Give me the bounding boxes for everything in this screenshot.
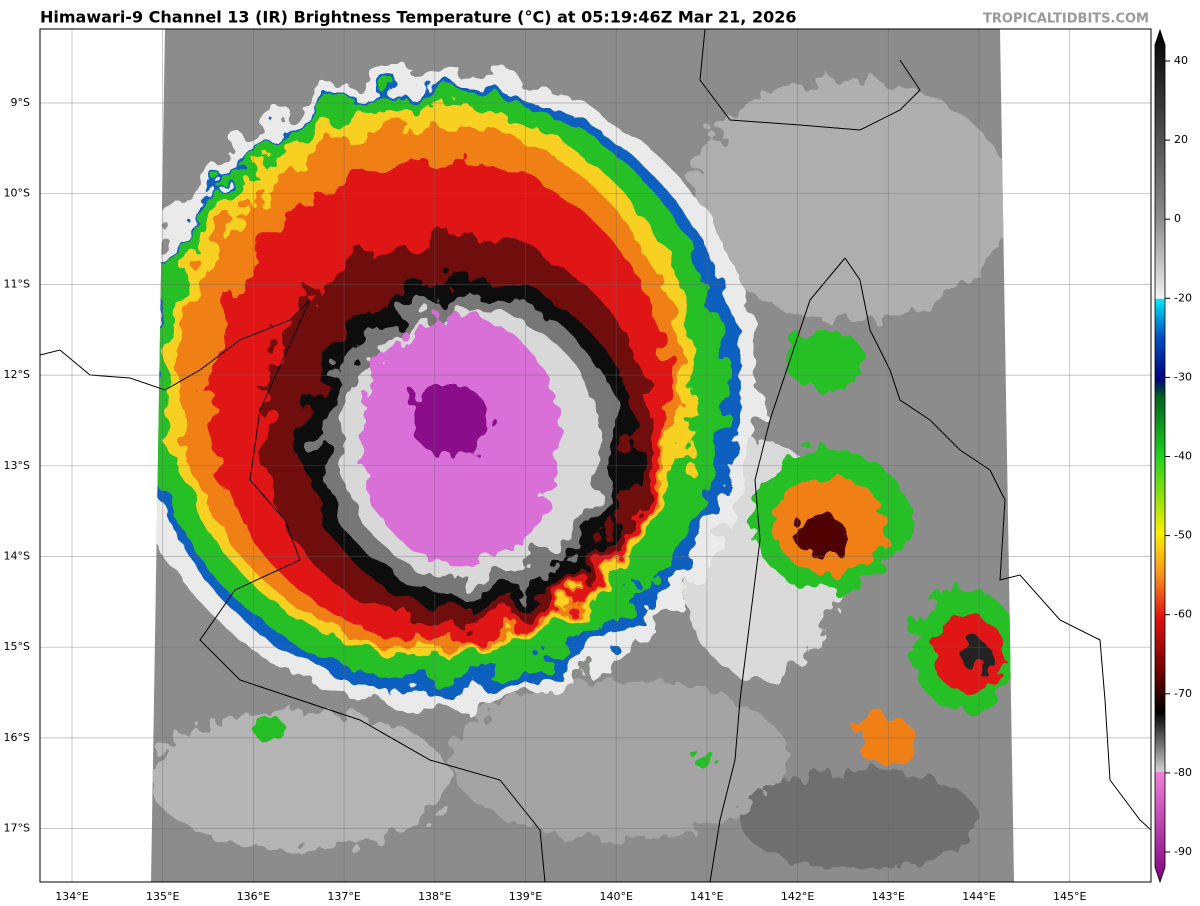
coastlines: [40, 29, 1151, 882]
map-area: [40, 29, 1151, 882]
axis-labels: 9°S 10°S 11°S 12°S 13°S 14°S 15°S 16°S 17°S 134°E…: [4, 96, 1087, 903]
map-frame: [39, 28, 1152, 883]
longitude-label: 143°E: [872, 890, 905, 903]
colorbar-axis: 40 20 0 -20 -30 -40 -50 -60 -70 -80 -90: [1165, 54, 1192, 858]
longitude-label: 141°E: [690, 890, 723, 903]
eye-cloud-tops: [360, 315, 560, 565]
longitude-label: 137°E: [327, 890, 360, 903]
longitude-label: 135°E: [146, 890, 179, 903]
colorbar-tick-label: -50: [1174, 529, 1192, 542]
colorbar-tick-label: -20: [1174, 291, 1192, 304]
latitude-label: 15°S: [4, 640, 30, 653]
longitude-label: 136°E: [237, 890, 270, 903]
colorbar: [1154, 28, 1166, 884]
title: Himawari-9 Channel 13 (IR) Brightness Te…: [40, 8, 796, 27]
colorbar-tick-label: -80: [1174, 766, 1192, 779]
colorbar-tick-label: -70: [1174, 687, 1192, 700]
longitude-label: 140°E: [599, 890, 632, 903]
colorbar-tick-label: 20: [1174, 133, 1188, 146]
longitude-label: 138°E: [418, 890, 451, 903]
latitude-label: 14°S: [4, 550, 30, 563]
colorbar-tick-label: 0: [1174, 212, 1181, 225]
latitude-label: 17°S: [4, 822, 30, 835]
longitude-label: 145°E: [1053, 890, 1086, 903]
graticule: [40, 29, 1151, 882]
latitude-label: 12°S: [4, 368, 30, 381]
colorbar-tick-label: -90: [1174, 845, 1192, 858]
latitude-label: 16°S: [4, 731, 30, 744]
longitude-label: 134°E: [55, 890, 88, 903]
latitude-label: 11°S: [4, 277, 30, 290]
colorbar-tick-label: -30: [1174, 370, 1192, 383]
latitude-label: 10°S: [4, 187, 30, 200]
colorbar-tick-label: 40: [1174, 54, 1188, 67]
colorbar-tick-label: -60: [1174, 608, 1192, 621]
satellite-imagery: [151, 29, 1014, 882]
latitude-label: 13°S: [4, 459, 30, 472]
colorbar-tick-label: -40: [1174, 450, 1192, 463]
longitude-label: 144°E: [962, 890, 995, 903]
longitude-label: 139°E: [509, 890, 542, 903]
watermark: TROPICALTIDBITS.COM: [983, 12, 1149, 27]
latitude-label: 9°S: [11, 96, 30, 109]
longitude-label: 142°E: [781, 890, 814, 903]
